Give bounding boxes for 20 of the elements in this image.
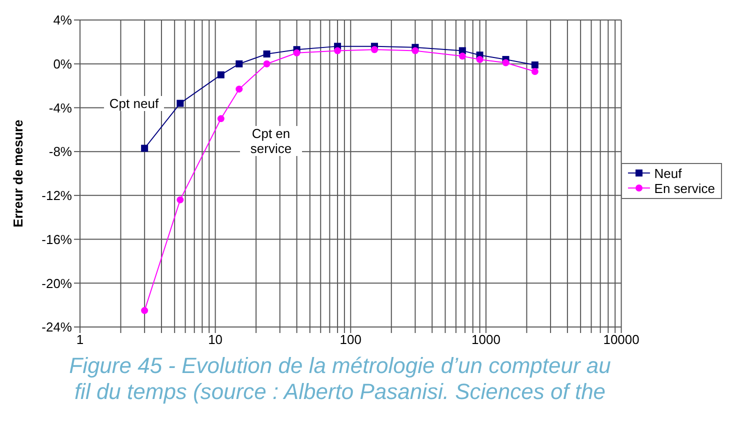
x-tick-label: 10 <box>208 332 223 348</box>
y-axis-title: Erreur de mesure <box>10 120 26 228</box>
y-tick-label: -8% <box>48 144 72 160</box>
y-tick-label: -16% <box>42 232 72 247</box>
annotation: Cpt neuf <box>104 96 164 111</box>
caption: Figure 45 - Evolution de la métrologie d’un compteur au <box>68 353 612 379</box>
annotation: Cpt en service <box>240 126 302 156</box>
y-tick-label: -12% <box>42 188 72 204</box>
y-tick-label: -4% <box>48 100 72 116</box>
y-tick-label: -20% <box>42 276 72 291</box>
x-tick-label: 100 <box>340 332 362 348</box>
y-tick-label: -24% <box>42 320 72 335</box>
legend-label: Neuf <box>654 166 682 180</box>
x-tick-label: 1 <box>76 332 84 348</box>
y-tick-label: 0% <box>53 56 72 72</box>
text: fil du temps (source : Alberto Pasanisi. Sciences of the <box>73 379 607 405</box>
y-tick-label: 4% <box>53 12 72 28</box>
legend-label: En service <box>654 180 715 196</box>
x-tick-label: 10000 <box>603 332 640 348</box>
x-tick-label: 1000 <box>472 332 500 348</box>
